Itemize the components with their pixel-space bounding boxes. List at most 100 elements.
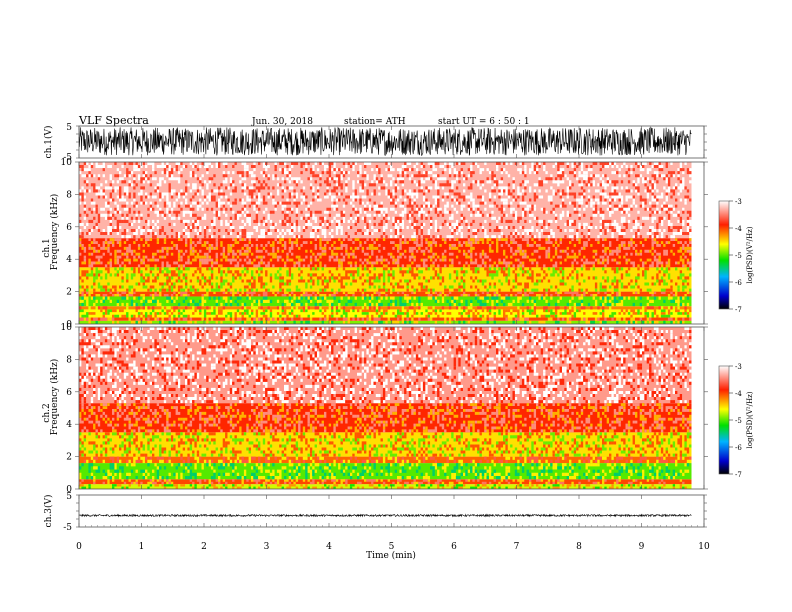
start-time-label: start UT = 6 : 50 : 1 xyxy=(438,117,530,127)
ch1-spectrogram-colorbar-tick-label: -5 xyxy=(735,252,742,260)
ch2-spectrogram-ytick-label: 10 xyxy=(61,323,73,333)
ch1-spectrogram-texture-light-3 xyxy=(79,306,687,310)
ch1-spec-ylabel: Frequency (kHz) xyxy=(49,194,60,271)
ch1-ytick-bottom: -5 xyxy=(63,153,72,163)
ch2-colorbar-label: log(PSD)(V²/Hz) xyxy=(746,391,754,448)
ch2-spectrogram-ytick-label: 6 xyxy=(66,388,72,398)
ch2-spectrogram-texture-light-3 xyxy=(83,456,692,464)
time-tick-label: 9 xyxy=(639,542,645,552)
ch1-spectrogram-panel: 0 2 4 6 8 10 Frequency (kHz) ch.1 -3 -4 -5 -6 -7 … xyxy=(42,158,754,330)
ch1-frequency-ticks: 0 2 4 6 8 10 xyxy=(61,158,708,330)
ch2-spec-ylabel: Frequency (kHz) xyxy=(49,359,60,436)
ch1-ytick-top: 5 xyxy=(66,123,72,133)
ch2-colorbar: -3 -4 -5 -6 -7 log(PSD)(V²/Hz) xyxy=(718,363,754,479)
ch2-spectrogram-ytick-label: 2 xyxy=(66,453,72,463)
time-tick-label: 10 xyxy=(698,542,710,552)
ch2-spectrogram-ytick-label: 4 xyxy=(66,420,72,430)
ch1-spectrogram-band-3 xyxy=(79,306,692,310)
ch1-waveform-line xyxy=(78,126,692,157)
ch2-spectrogram-colorbar-tick-label: -5 xyxy=(735,417,742,425)
ch2-spectrogram-texture-dark-1 xyxy=(93,479,683,485)
ch1-spectrogram-texture-dark-1 xyxy=(83,317,678,321)
ch1-spectrogram-colorbar-tick-label: -3 xyxy=(735,198,742,206)
ch2-colorbar-ticks: -3 -4 -5 -6 -7 xyxy=(729,363,742,479)
ch1-spectrogram-texture-dark-7 xyxy=(79,238,692,268)
time-tick-label: 1 xyxy=(139,542,145,552)
ch1-colorbar: -3 -4 -5 -6 -7 log(PSD)(V²/Hz) xyxy=(718,198,754,314)
ch1-spectrogram-image xyxy=(79,162,692,325)
ch1-spectrogram-ytick-label: 0 xyxy=(66,320,72,330)
ch2-spectrogram-texture-dark-3 xyxy=(86,456,692,464)
ch1-spectrogram-ytick-label: 6 xyxy=(66,223,72,233)
ch2-spectrogram-ytick-label: 8 xyxy=(66,355,72,365)
ch1-waveform-trace xyxy=(76,125,707,159)
ch1-spectrogram-band-1 xyxy=(79,317,692,321)
ch1-spectrogram-texture-light-0 xyxy=(88,320,685,325)
ch1-spectrogram-band-4 xyxy=(79,296,692,307)
ch3-waveform-panel: 5 -5 ch.3(V) xyxy=(43,492,707,533)
date-label: Jun. 30, 2018 xyxy=(251,117,313,127)
ch3-waveform-line xyxy=(78,513,692,518)
time-tick-label: 0 xyxy=(76,542,82,552)
ch2-colorbar-scale xyxy=(718,365,730,475)
ch3-ylabel: ch.3(V) xyxy=(43,495,54,528)
ch2-spectrogram-panel: 0 2 4 6 8 10 Frequency (kHz) ch.2 -3 -4 -5 -6 -7 … xyxy=(42,323,754,495)
figure-title: VLF Spectra xyxy=(78,114,149,127)
ch2-spectrogram-texture-dark-4 xyxy=(79,432,692,457)
time-tick-label: 3 xyxy=(264,542,270,552)
ch3-waveform-frame xyxy=(78,494,705,528)
ch3-waveform-trace xyxy=(76,494,707,528)
ch1-spectrogram-texture-dark-6 xyxy=(79,267,692,292)
ch2-spectrogram-texture-light-2 xyxy=(79,463,690,480)
ch3-ytick-top: 5 xyxy=(66,492,72,502)
ch2-spectrogram-image xyxy=(79,327,692,490)
ch1-spectrogram-texture-dark-3 xyxy=(88,306,680,310)
ch1-spectrogram-band-0 xyxy=(79,320,692,324)
ch2-frequency-ticks: 0 2 4 6 8 10 xyxy=(61,323,708,495)
ch1-spectrogram-colorbar-tick-label: -6 xyxy=(735,279,742,287)
time-tick-label: 2 xyxy=(201,542,207,552)
ch1-colorbar-label: log(PSD)(V²/Hz) xyxy=(746,226,754,283)
time-tick-label: 7 xyxy=(514,542,520,552)
ch2-spectrogram-colorbar-tick-label: -3 xyxy=(735,363,742,371)
time-tick-label: 6 xyxy=(451,542,457,552)
ch2-spectrogram-texture-dark-0 xyxy=(81,484,685,490)
ch1-waveform-panel: 5 -5 ch.1(V) xyxy=(43,123,707,163)
ch1-spectrogram-colorbar-tick-label: -4 xyxy=(735,225,742,233)
ch1-spectrogram-texture-light-2 xyxy=(88,309,692,318)
ch1-spectrogram-ytick-label: 2 xyxy=(66,288,72,298)
ch1-ylabel: ch.1(V) xyxy=(43,126,54,159)
ch1-spectrogram-texture-dark-2 xyxy=(79,309,690,318)
ch1-spectrogram-texture-light-1 xyxy=(79,317,692,321)
ch1-spectrogram-texture-dark-0 xyxy=(95,320,683,325)
ch1-colorbar-ticks: -3 -4 -5 -6 -7 xyxy=(729,198,742,314)
ch1-spectrogram-colorbar-tick-label: -7 xyxy=(735,306,742,314)
ch2-spectrogram-band-0 xyxy=(79,484,692,489)
ch2-spectrogram-texture-light-0 xyxy=(79,484,687,490)
ch2-spectrogram-colorbar-tick-label: -4 xyxy=(735,390,742,398)
ch1-spectrogram-texture-light-6 xyxy=(79,267,692,292)
ch2-spectrogram-texture-dark-6 xyxy=(79,327,692,404)
time-axis-label: Time (min) xyxy=(366,550,416,561)
ch3-ytick-bottom: -5 xyxy=(63,523,72,533)
time-tick-label: 4 xyxy=(326,542,332,552)
ch1-spectrogram-texture-dark-8 xyxy=(79,162,692,239)
time-tick-label: 8 xyxy=(576,542,582,552)
ch1-spectrogram-texture-light-4 xyxy=(79,296,690,307)
ch2-spectrogram-colorbar-tick-label: -7 xyxy=(735,471,742,479)
ch1-spectrogram-ytick-label: 10 xyxy=(61,158,73,168)
station-label: station= ATH xyxy=(344,117,406,127)
time-axis: 0 1 2 3 4 5 6 7 8 9 10 xyxy=(76,126,710,552)
ch1-spectrogram-ytick-label: 8 xyxy=(66,190,72,200)
time-tick-label: 5 xyxy=(389,542,395,552)
ch2-spectrogram-colorbar-tick-label: -6 xyxy=(735,444,742,452)
ch1-colorbar-scale xyxy=(718,200,730,310)
ch2-spectrogram-texture-dark-5 xyxy=(79,403,692,433)
ch2-spec-prefix: ch.2 xyxy=(42,403,52,422)
ch1-spectrogram-texture-dark-5 xyxy=(79,291,690,297)
ch1-spec-prefix: ch.1 xyxy=(42,238,52,257)
ch1-spectrogram-texture-light-5 xyxy=(81,291,692,297)
ch2-spectrogram-ytick-label: 0 xyxy=(66,485,72,495)
ch1-spectrogram-ytick-label: 4 xyxy=(66,255,72,265)
